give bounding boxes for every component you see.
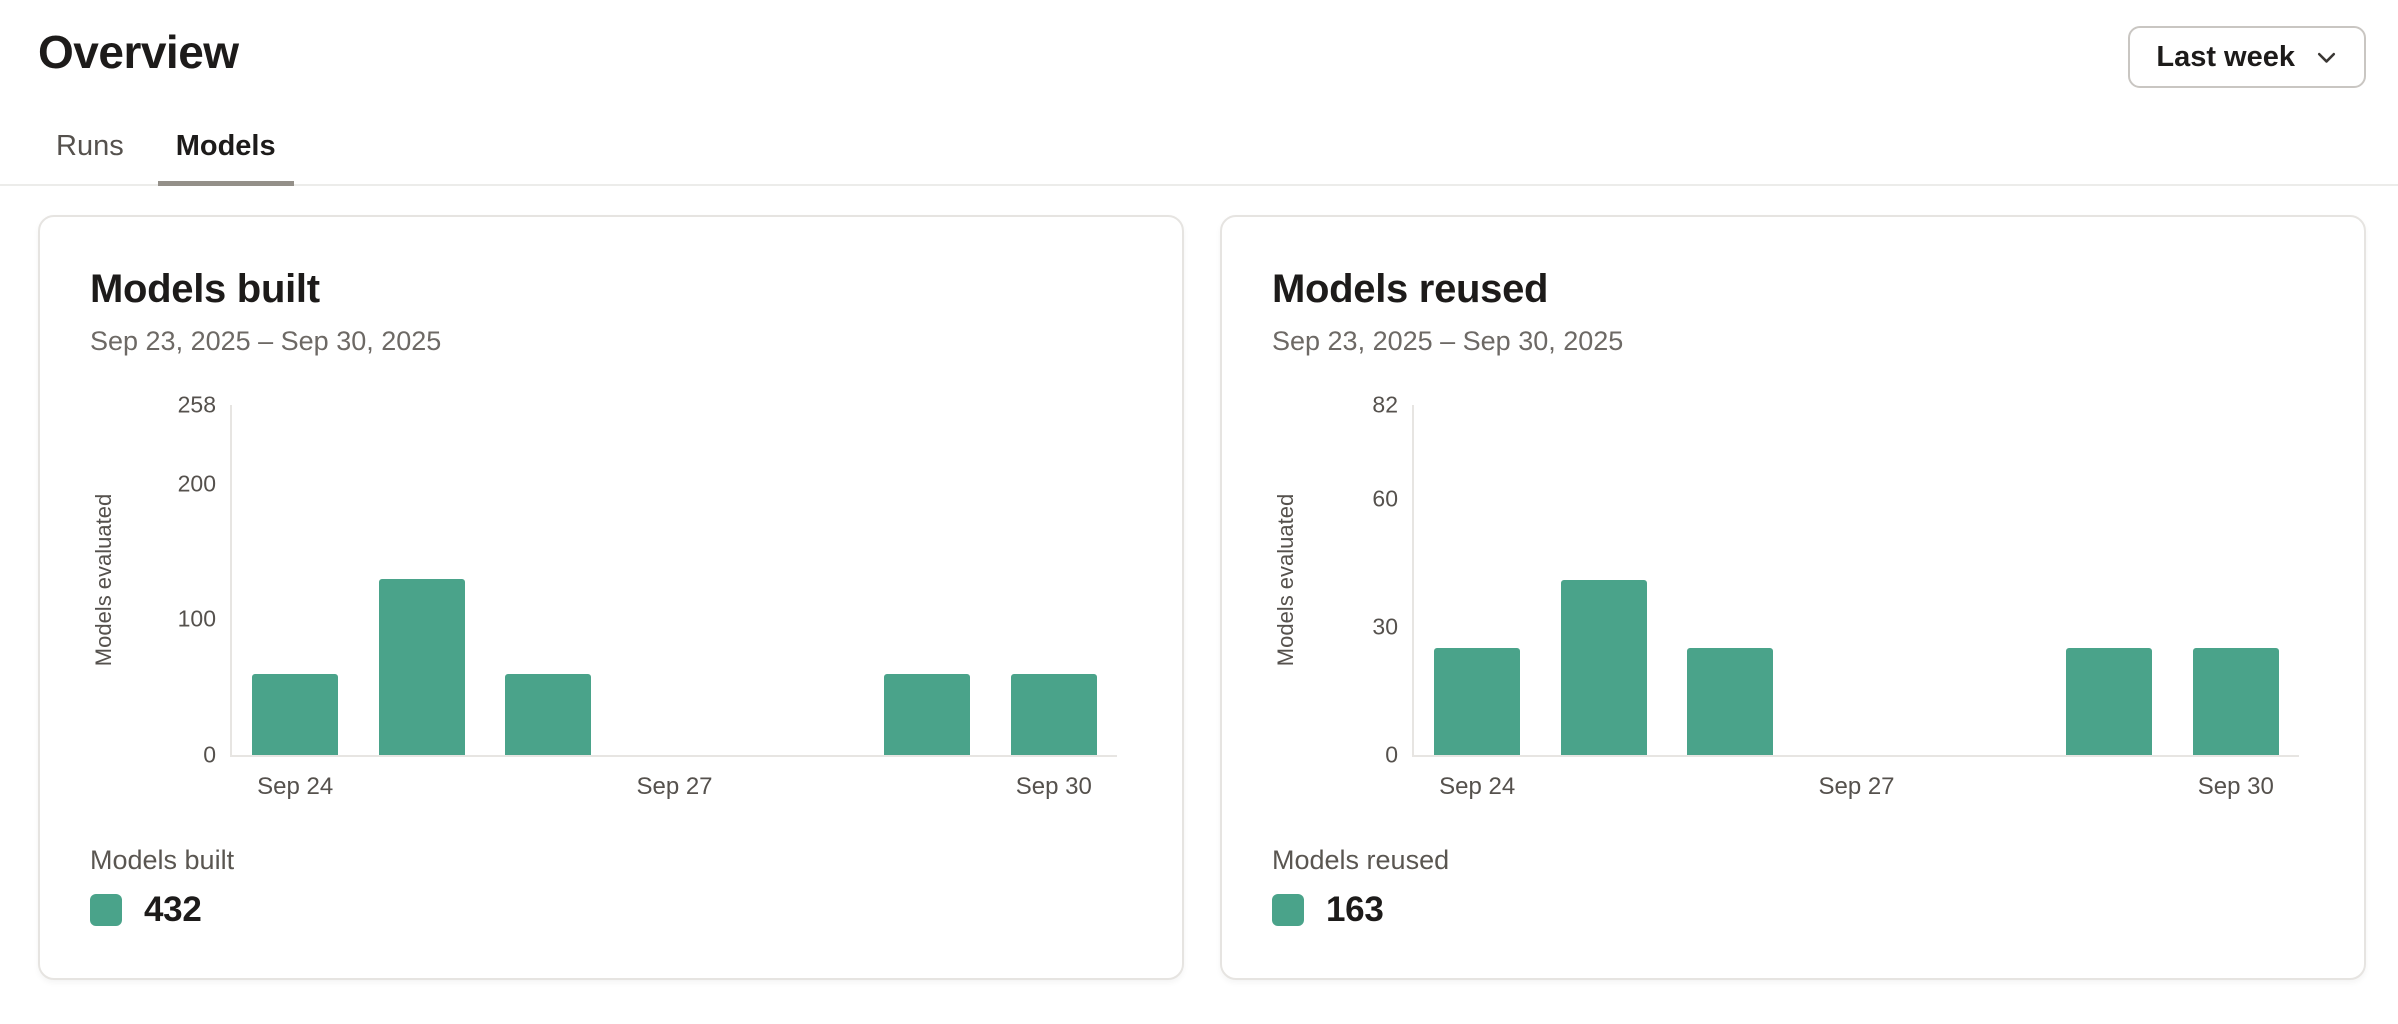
bar[interactable] [252,673,339,755]
bar[interactable] [378,578,465,755]
card-date-range: Sep 23, 2025 – Sep 30, 2025 [90,326,442,356]
page-title: Overview [38,26,239,78]
x-tick-label: Sep 24 [257,773,334,800]
y-tick-label: 60 [1372,485,1398,512]
y-tick-label: 82 [1372,391,1398,418]
bar[interactable] [2066,648,2153,755]
legend-label: Models built [90,845,235,875]
time-range-dropdown-label: Last week [2156,40,2295,73]
bar[interactable] [1687,648,1774,755]
chevron-down-icon [2317,52,2336,63]
bar[interactable] [884,673,971,755]
x-tick-label: Sep 27 [636,773,713,800]
bar[interactable] [1560,580,1647,755]
bar[interactable] [505,673,592,755]
x-tick-label: Sep 24 [1439,773,1516,800]
models-reused-chart: Models evaluated 0 30 60 82 Sep 24 Sep 27 Sep … [1272,392,2314,800]
chart-legend: Models built 432 [90,845,1132,930]
y-tick-label: 0 [203,741,216,768]
x-tick-label: Sep 30 [2197,773,2274,800]
models-reused-card: Models reused Sep 23, 2025 – Sep 30, 202… [1220,215,2366,980]
y-axis-label: Models evaluated [1273,493,1298,667]
x-tick-label: Sep 30 [1015,773,1092,800]
bar[interactable] [1434,648,1521,755]
card-date-range: Sep 23, 2025 – Sep 30, 2025 [1272,326,1624,356]
y-tick-label: 200 [177,470,216,497]
plot-area: Models evaluated 0 100 200 258 Sep 24 Sep 27 S… [91,392,1117,800]
tab-models[interactable]: Models [157,130,294,186]
card-title: Models built [90,267,320,311]
legend-swatch-icon [90,894,122,926]
models-built-chart: Models evaluated 0 100 200 258 Sep 24 Sep 27 S… [90,392,1132,800]
card-title: Models reused [1272,267,1549,311]
cards-container: Models built Sep 23, 2025 – Sep 30, 2025… [0,186,2398,980]
y-tick-label: 30 [1372,613,1398,640]
legend-row: 163 [1272,890,2314,930]
bar[interactable] [2192,648,2279,755]
plot-area: Models evaluated 0 30 60 82 Sep 24 Sep 27 Sep … [1273,392,2299,800]
bar[interactable] [1010,673,1097,755]
x-tick-label: Sep 27 [1818,773,1895,800]
y-tick-label: 258 [177,391,216,418]
legend-swatch-icon [1272,894,1304,926]
legend-total: 432 [144,890,202,929]
chart-legend: Models reused 163 [1272,845,2314,930]
tab-bar: Runs Models [0,130,2398,186]
legend-row: 432 [90,890,1132,930]
legend-label: Models reused [1272,845,1450,875]
legend-total: 163 [1326,890,1384,929]
y-axis-label: Models evaluated [91,493,116,667]
page-header: Overview Last week [0,0,2398,88]
tab-runs[interactable]: Runs [56,130,124,162]
models-built-card: Models built Sep 23, 2025 – Sep 30, 2025… [38,215,1184,980]
y-tick-label: 0 [1385,741,1398,768]
y-tick-label: 100 [177,605,216,632]
time-range-dropdown[interactable]: Last week [2128,26,2366,88]
